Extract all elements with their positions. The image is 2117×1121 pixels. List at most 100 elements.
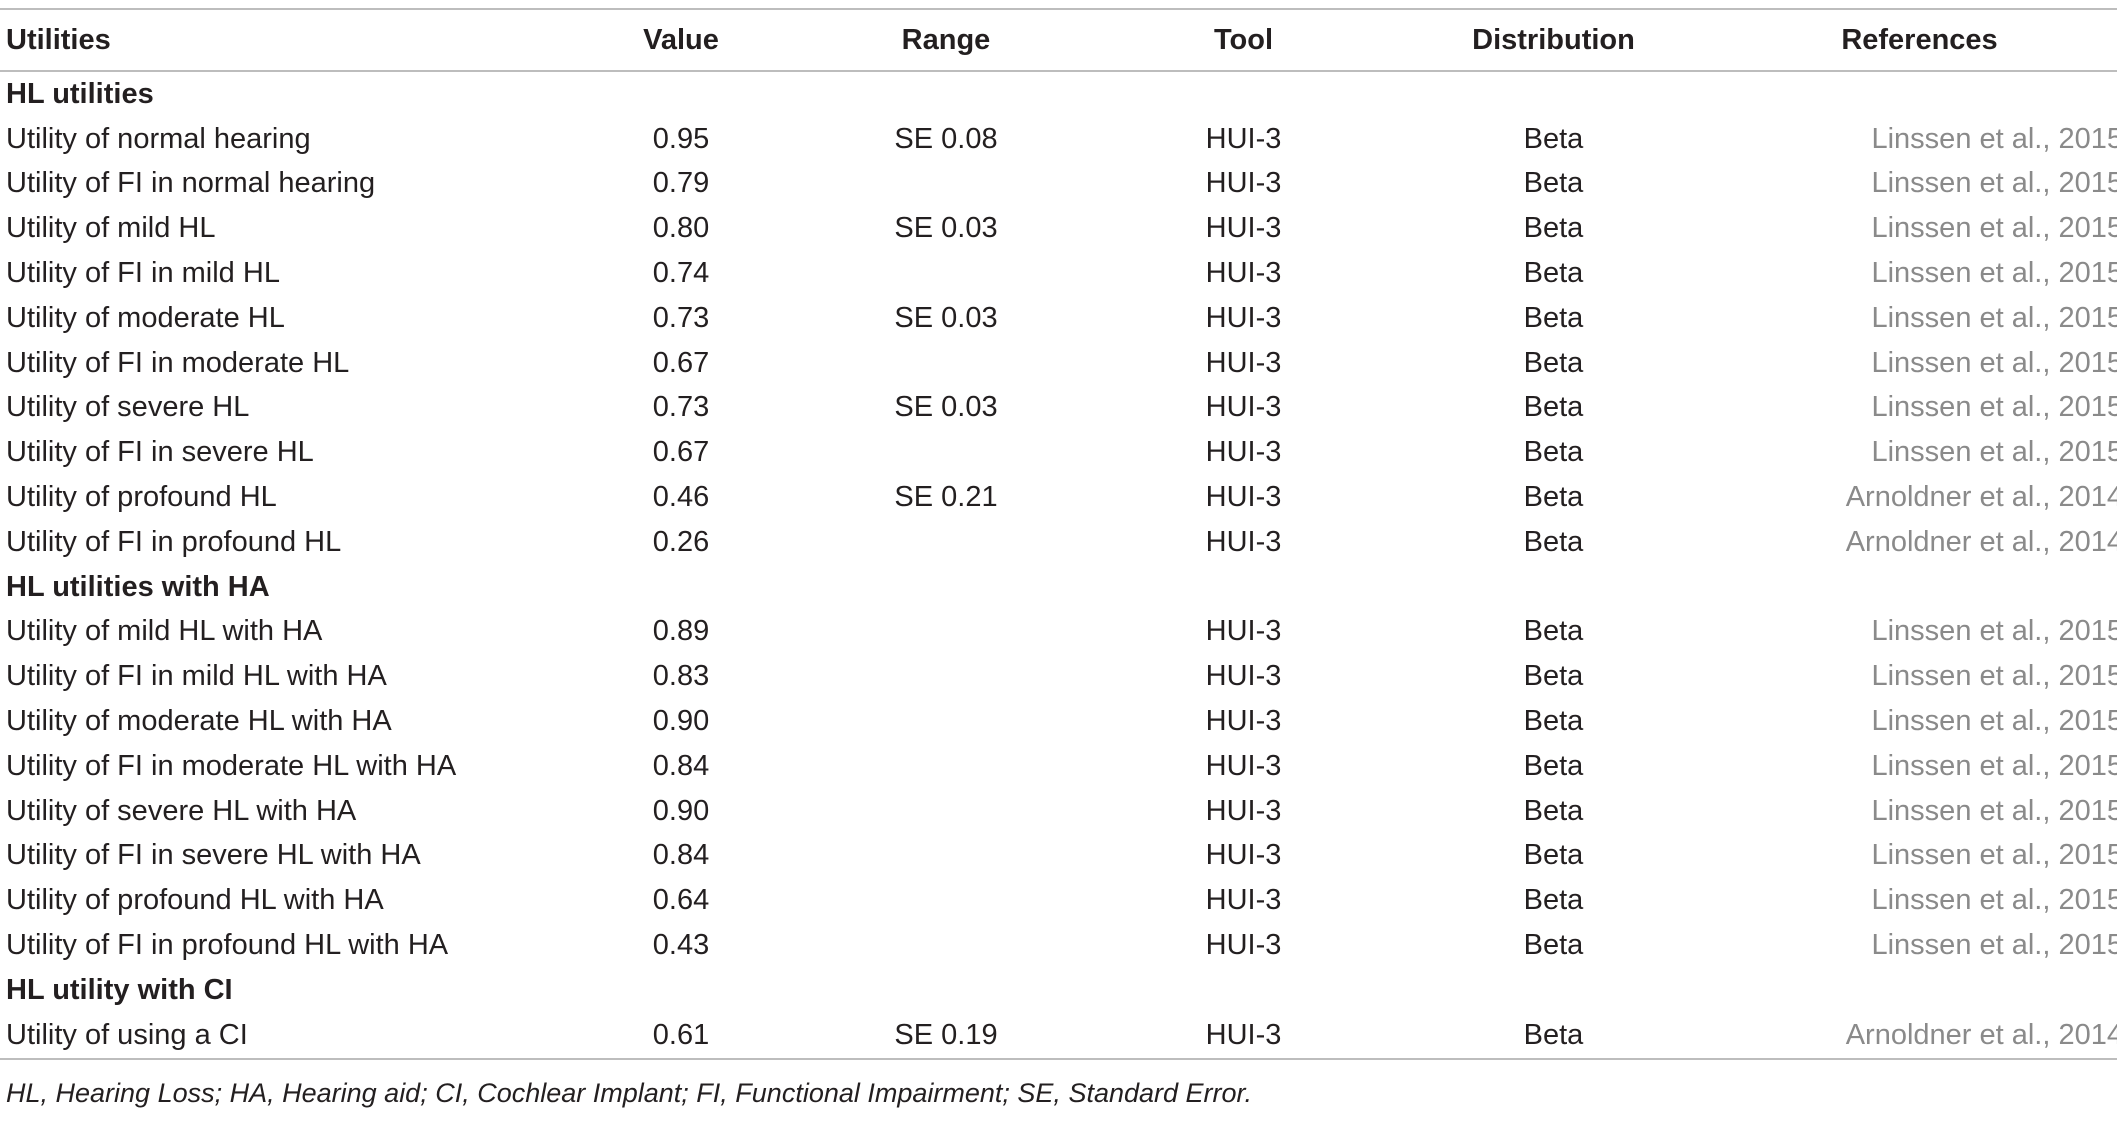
table-row: Utility of severe HL with HA 0.90 HUI-3 Bet… <box>0 789 2117 834</box>
header-tool: Tool <box>1096 8 1391 72</box>
table-body: HL utilities Utility of normal hearing 0.9… <box>0 71 2117 1060</box>
table-row: Utility of moderate HL 0.73 SE 0.03 HUI-3 Be… <box>0 296 2117 341</box>
cell-tool: HUI-3 <box>1205 705 1282 738</box>
cell-utility: Utility of using a CI <box>0 1012 566 1060</box>
cell-tool: HUI-3 <box>1205 794 1282 827</box>
table-row: Utility of FI in severe HL with HA 0.84 HU… <box>0 834 2117 879</box>
cell-tool: HUI-3 <box>1205 749 1282 782</box>
cell-value: 0.79 <box>652 167 710 200</box>
cell-utility: Utility of mild HL <box>6 212 216 245</box>
cell-tool: HUI-3 <box>1205 301 1282 334</box>
cell-reference: Arnoldner et al., 2014 <box>1845 525 2117 558</box>
section-row: HL utility with CI <box>0 968 2117 1013</box>
table-row: Utility of FI in profound HL 0.26 HUI-3 Bet… <box>0 520 2117 565</box>
cell-reference: Linssen et al., 2015 <box>1871 122 2117 155</box>
cell-range <box>796 520 1096 565</box>
cell-range <box>796 162 1096 207</box>
cell-distribution: Beta <box>1523 615 1584 648</box>
cell-value: 0.84 <box>652 749 710 782</box>
table-row: Utility of FI in mild HL 0.74 HUI-3 Beta Lin… <box>0 251 2117 296</box>
cell-utility: Utility of FI in mild HL with HA <box>6 660 387 693</box>
cell-utility: Utility of FI in mild HL <box>6 257 280 290</box>
cell-reference: Linssen et al., 2015 <box>1871 257 2117 290</box>
section-row: HL utilities with HA <box>0 565 2117 610</box>
cell-reference: Arnoldner et al., 2014 <box>1845 481 2117 514</box>
cell-distribution: Beta <box>1523 705 1584 738</box>
cell-distribution: Beta <box>1523 929 1584 962</box>
cell-distribution: Beta <box>1523 212 1584 245</box>
section-title: HL utility with CI <box>6 973 233 1006</box>
cell-utility: Utility of profound HL with HA <box>6 884 384 917</box>
cell-distribution: Beta <box>1523 122 1584 155</box>
header-utilities: Utilities <box>0 8 566 72</box>
cell-range: SE 0.19 <box>796 1012 1096 1060</box>
table-row: Utility of FI in moderate HL 0.67 HUI-3 Bet… <box>0 341 2117 386</box>
cell-value: 0.73 <box>652 301 710 334</box>
cell-reference: Linssen et al., 2015 <box>1871 615 2117 648</box>
cell-utility: Utility of FI in profound HL <box>6 525 342 558</box>
table-row: Utility of FI in severe HL 0.67 HUI-3 Beta L… <box>0 430 2117 475</box>
cell-value: 0.83 <box>652 660 710 693</box>
cell-value: 0.73 <box>652 391 710 424</box>
cell-reference: Linssen et al., 2015 <box>1871 212 2117 245</box>
cell-reference: Linssen et al., 2015 <box>1871 794 2117 827</box>
cell-value: 0.67 <box>652 346 710 379</box>
cell-reference: Arnoldner et al., 2014 <box>1716 1012 2117 1060</box>
cell-distribution: Beta <box>1523 346 1584 379</box>
cell-range: SE 0.03 <box>894 391 998 424</box>
cell-value: 0.26 <box>652 525 710 558</box>
cell-reference: Linssen et al., 2015 <box>1871 839 2117 872</box>
cell-tool: HUI-3 <box>1205 257 1282 290</box>
cell-range <box>796 923 1096 968</box>
cell-range <box>796 251 1096 296</box>
cell-range <box>796 789 1096 834</box>
cell-range: SE 0.03 <box>894 212 998 245</box>
table-row: Utility of using a CI 0.61 SE 0.19 HUI-3 Bet… <box>0 1012 2117 1060</box>
cell-value: 0.90 <box>652 705 710 738</box>
header-row: Utilities Value Range Tool Distribution … <box>0 8 2117 72</box>
cell-reference: Linssen et al., 2015 <box>1871 436 2117 469</box>
table-row: Utility of FI in moderate HL with HA 0.84… <box>0 744 2117 789</box>
cell-tool: HUI-3 <box>1205 660 1282 693</box>
cell-reference: Linssen et al., 2015 <box>1871 391 2117 424</box>
cell-utility: Utility of moderate HL <box>6 301 285 334</box>
cell-reference: Linssen et al., 2015 <box>1871 660 2117 693</box>
cell-distribution: Beta <box>1523 481 1584 514</box>
table-header: Utilities Value Range Tool Distribution … <box>0 8 2117 72</box>
cell-value: 0.80 <box>652 212 710 245</box>
cell-tool: HUI-3 <box>1205 615 1282 648</box>
cell-range <box>796 744 1096 789</box>
cell-value: 0.89 <box>652 615 710 648</box>
cell-value: 0.95 <box>652 122 710 155</box>
cell-range <box>796 699 1096 744</box>
cell-value: 0.64 <box>652 884 710 917</box>
cell-reference: Linssen et al., 2015 <box>1871 929 2117 962</box>
cell-value: 0.74 <box>652 257 710 290</box>
cell-reference: Linssen et al., 2015 <box>1871 749 2117 782</box>
table-footnote: HL, Hearing Loss; HA, Hearing aid; CI, C… <box>6 1078 1253 1108</box>
cell-utility: Utility of mild HL with HA <box>6 615 323 648</box>
cell-distribution: Beta <box>1523 794 1584 827</box>
table-row: Utility of mild HL 0.80 SE 0.03 HUI-3 Beta Li… <box>0 206 2117 251</box>
cell-range <box>796 834 1096 879</box>
cell-value: 0.46 <box>652 481 710 514</box>
cell-tool: HUI-3 <box>1205 839 1282 872</box>
utilities-table: Utilities Value Range Tool Distribution … <box>0 8 2117 1060</box>
cell-range <box>796 610 1096 655</box>
cell-utility: Utility of FI in severe HL with HA <box>6 839 421 872</box>
table-row: Utility of FI in normal hearing 0.79 HUI-3… <box>0 162 2117 207</box>
cell-utility: Utility of FI in moderate HL with HA <box>6 749 457 782</box>
cell-range <box>796 341 1096 386</box>
cell-range: SE 0.08 <box>894 122 998 155</box>
cell-utility: Utility of moderate HL with HA <box>6 705 392 738</box>
table-row: Utility of mild HL with HA 0.89 HUI-3 Beta L… <box>0 610 2117 655</box>
cell-range <box>796 654 1096 699</box>
cell-value: 0.90 <box>652 794 710 827</box>
table-row: Utility of moderate HL with HA 0.90 HUI-3 B… <box>0 699 2117 744</box>
cell-tool: HUI-3 <box>1205 346 1282 379</box>
cell-utility: Utility of severe HL <box>6 391 250 424</box>
cell-distribution: Beta <box>1391 1012 1716 1060</box>
cell-value: 0.61 <box>566 1012 796 1060</box>
section-row: HL utilities <box>0 71 2117 117</box>
